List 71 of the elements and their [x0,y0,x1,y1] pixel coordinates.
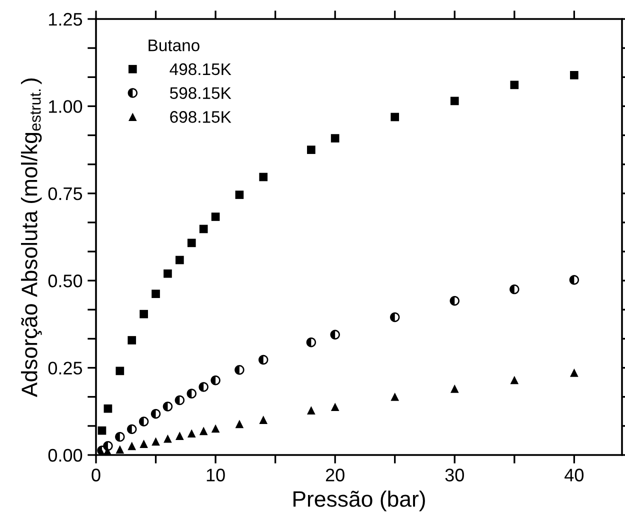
point [98,426,106,435]
y-axis-title: Adsorção Absoluta (mol/kg$_{estrut.}$) [21,78,42,398]
point [187,238,196,248]
point [199,224,208,234]
point [510,376,519,384]
point [570,70,578,80]
point [152,437,160,446]
point [450,96,459,106]
x-tick-label: 0 [92,468,100,482]
point [307,406,316,415]
point [164,434,172,443]
point [211,212,220,221]
point [306,337,316,348]
x-tick-label: 30 [445,468,464,482]
point [259,172,268,182]
x-tick-label: 40 [564,468,584,482]
point [176,256,184,264]
legend-label: 498.15K [170,63,232,76]
point [128,336,136,344]
point [235,190,244,199]
legend-title: Butano [148,40,200,52]
legend-label: 598.15K [170,87,232,99]
point [198,382,208,392]
point [164,269,172,278]
point [116,445,124,454]
point [199,426,208,436]
point [330,134,340,142]
point [174,395,185,406]
point [176,432,184,440]
y-tick-label: 1.00 [49,100,82,113]
y-tick-label: 0.50 [48,274,82,288]
x-tick-label: 10 [206,468,225,482]
point [162,402,173,412]
point [115,432,125,442]
point [450,296,460,306]
point [150,408,161,419]
point [258,354,268,365]
point [570,368,578,377]
point [140,440,148,448]
point [569,275,580,285]
point [259,416,268,424]
point [307,146,316,154]
point [128,442,136,450]
point [104,404,112,413]
point [510,80,519,90]
point [211,424,220,433]
point [235,420,244,428]
point [152,290,160,298]
point [450,384,459,393]
point [103,441,113,451]
y-tick-label: 0.75 [48,187,82,200]
point [116,366,124,376]
point [210,375,220,386]
point [390,312,400,322]
point [330,402,340,412]
point [127,424,137,434]
x-axis-title: Pressão (bar) [294,490,425,512]
point [390,112,400,122]
point [330,330,340,340]
y-tick-label: 0.00 [48,448,82,462]
point [138,416,149,426]
point [186,388,196,398]
point [187,429,196,438]
point [140,310,148,318]
legend-label: 698.15K [170,111,232,123]
y-tick-label: 1.25 [49,12,82,26]
point [510,284,520,294]
y-tick-label: 0.25 [48,362,82,375]
point [390,392,400,401]
x-tick-label: 20 [326,468,344,482]
point [234,365,244,375]
